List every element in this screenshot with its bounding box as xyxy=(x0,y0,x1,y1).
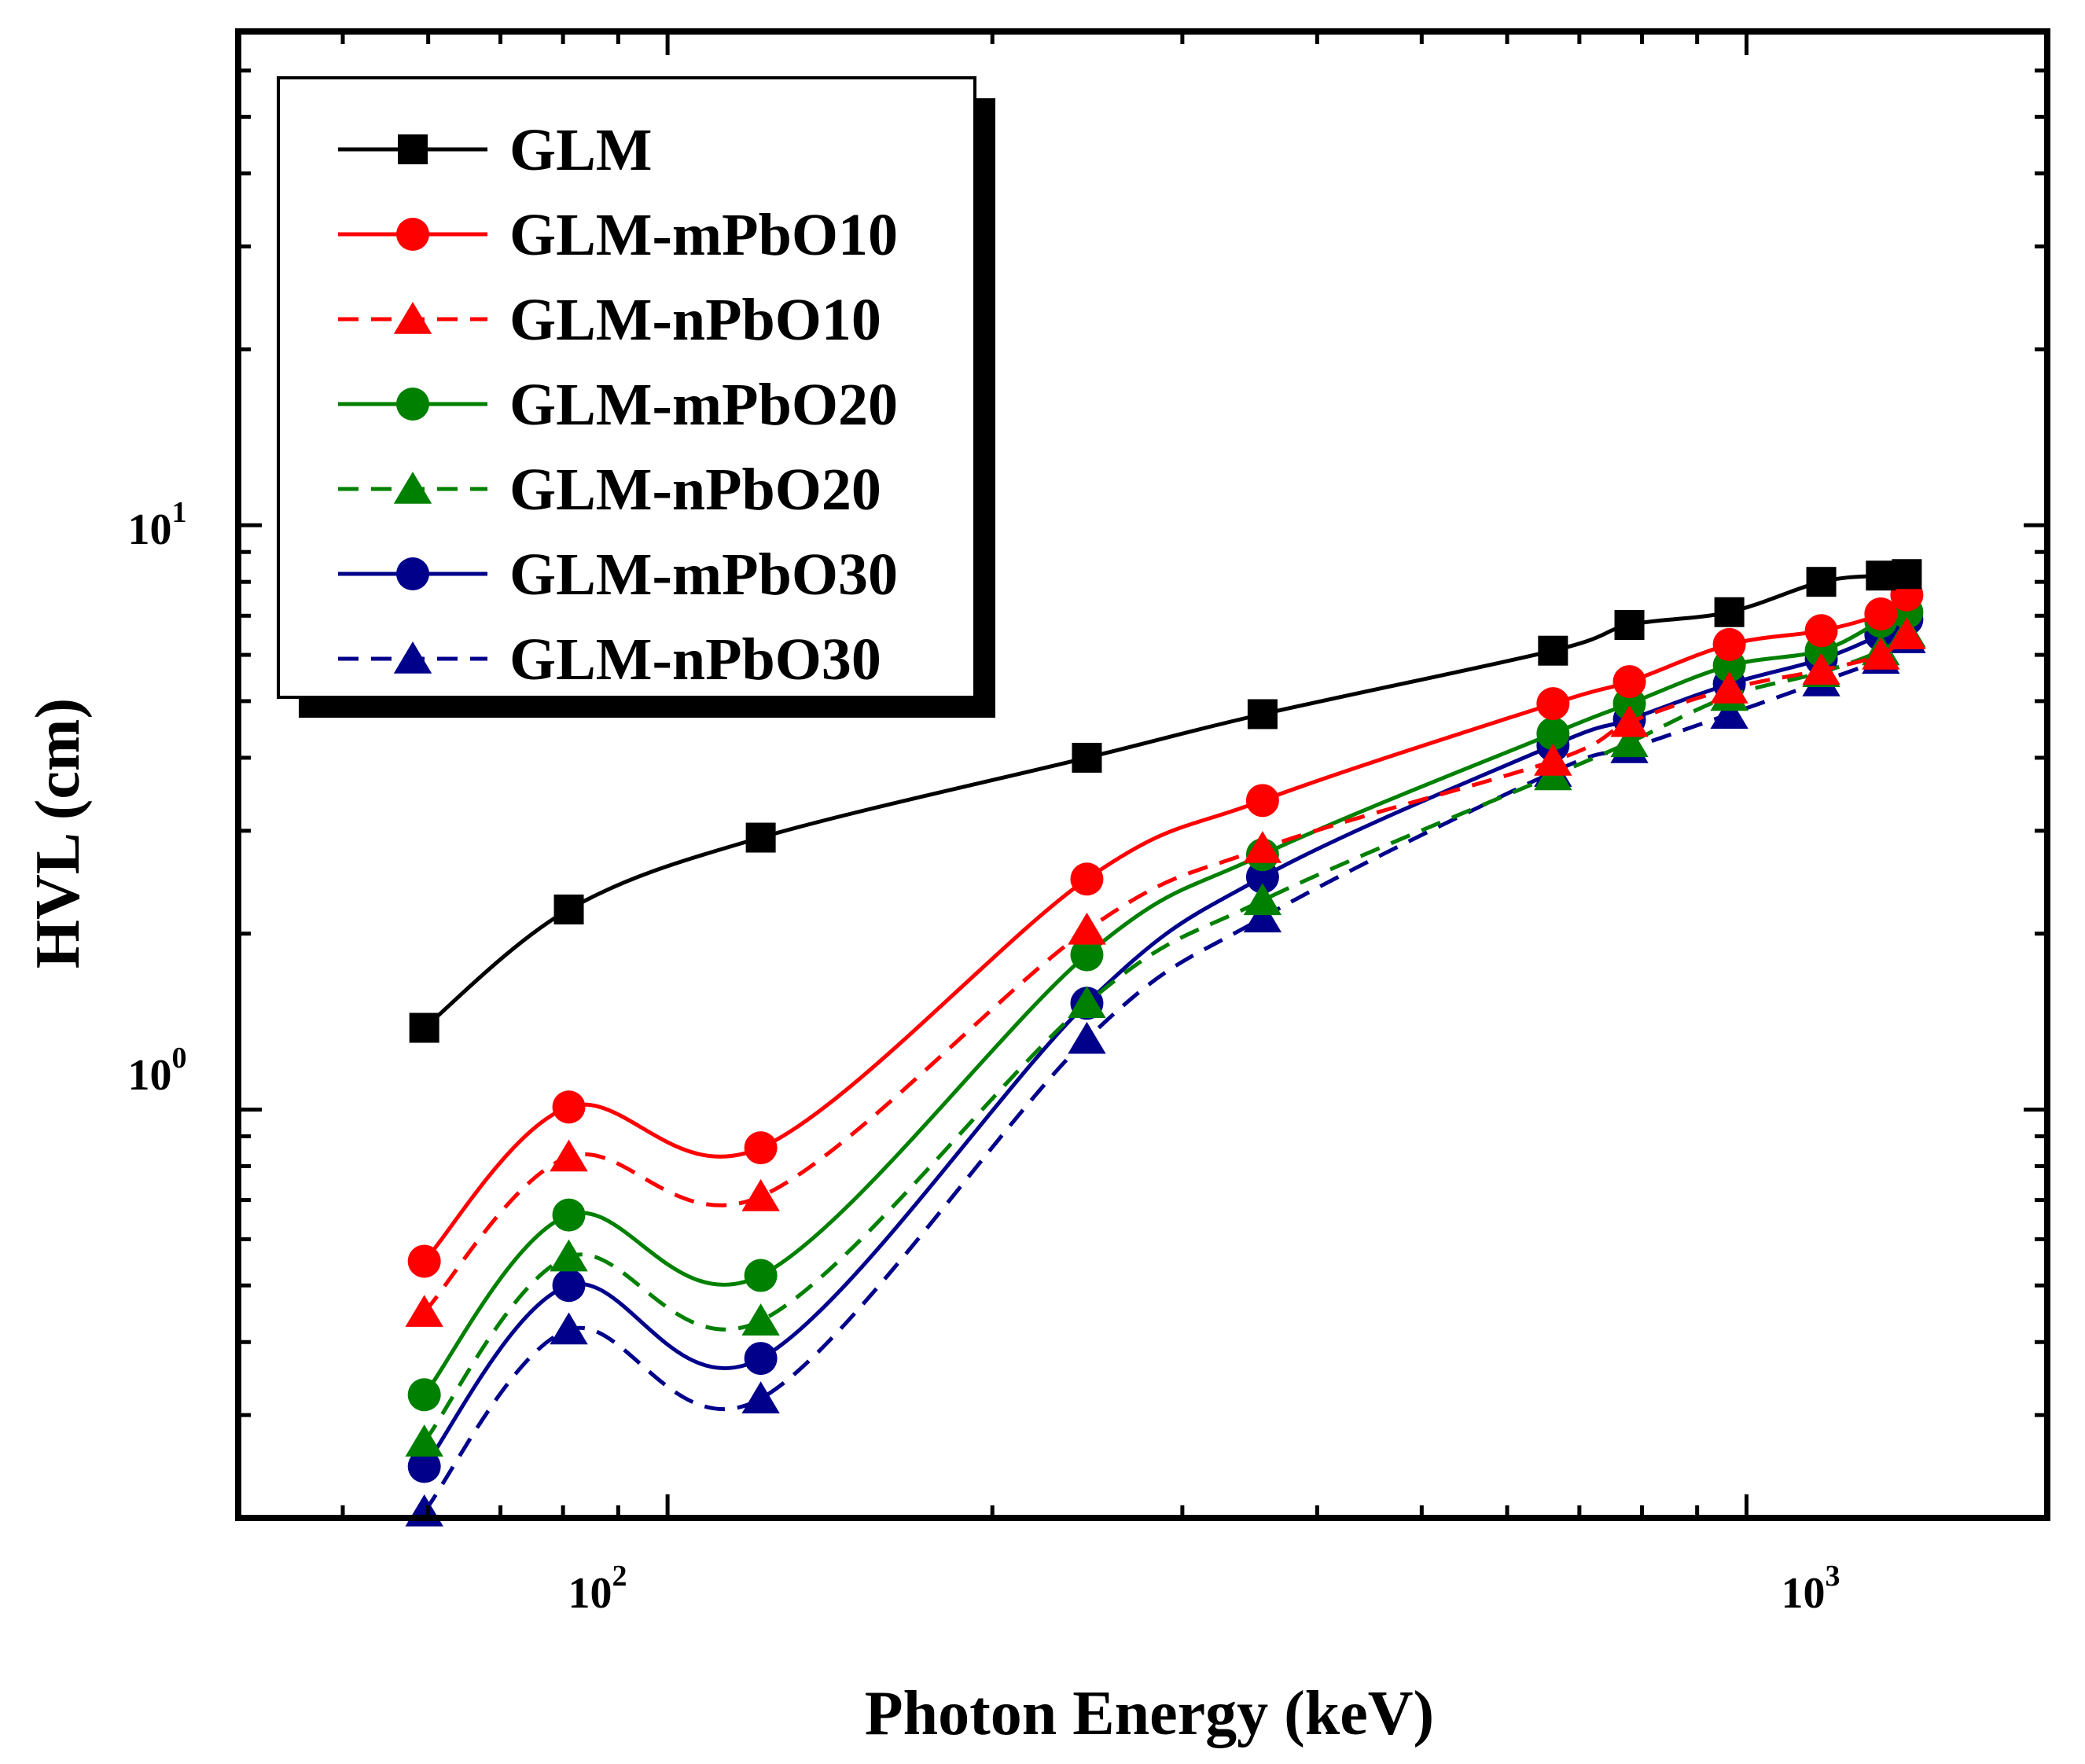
data-point-glm-npbo10 xyxy=(1068,912,1106,945)
x-tick-label-1000: 103 xyxy=(1782,1560,1840,1618)
data-point-glm-mpbo10 xyxy=(744,1131,778,1165)
legend-marker xyxy=(396,388,429,421)
data-point-glm-npbo10 xyxy=(1888,617,1926,649)
legend-marker xyxy=(396,557,429,590)
data-point-glm-npbo10 xyxy=(1610,704,1649,737)
series-glm xyxy=(409,559,1922,1043)
legend-label: GLM-mPbO20 xyxy=(509,372,898,438)
legend-marker xyxy=(393,302,432,334)
data-point-glm-npbo10 xyxy=(1802,652,1840,685)
data-point-glm-mpbo10 xyxy=(1245,784,1279,818)
data-point-glm-mpbo20 xyxy=(1536,717,1570,751)
data-point-glm-npbo30 xyxy=(405,1494,443,1527)
series-layer xyxy=(405,559,1926,1527)
y-tick-label-10: 101 xyxy=(128,496,187,554)
y-tick-label-1: 100 xyxy=(128,1042,187,1100)
data-point-glm xyxy=(1806,567,1837,597)
data-point-glm xyxy=(553,894,584,924)
data-point-glm xyxy=(1866,560,1896,591)
legend-label: GLM-mPbO10 xyxy=(509,202,898,268)
data-point-glm-mpbo10 xyxy=(552,1090,586,1124)
data-point-glm-npbo10 xyxy=(741,1179,780,1211)
legend-label: GLM-nPbO30 xyxy=(509,627,881,693)
legend-marker xyxy=(396,218,429,251)
data-point-glm-mpbo30 xyxy=(552,1269,586,1303)
data-point-glm-mpbo10 xyxy=(1536,687,1570,721)
data-point-glm-npbo30 xyxy=(741,1381,780,1413)
data-point-glm-npbo20 xyxy=(1610,725,1649,758)
legend-label: GLM xyxy=(509,117,653,183)
legend-item-glm: GLM xyxy=(338,117,653,183)
legend-label: GLM-mPbO30 xyxy=(509,542,898,608)
series-line-glm xyxy=(423,571,1907,1030)
series-line-glm-npbo30 xyxy=(422,637,1909,1513)
series-glm-npbo10 xyxy=(405,617,1926,1327)
data-point-glm-mpbo30 xyxy=(744,1342,778,1376)
data-point-glm-mpbo10 xyxy=(1804,614,1838,648)
data-point-glm xyxy=(409,1012,439,1043)
data-point-glm-npbo20 xyxy=(741,1303,780,1336)
data-point-glm-mpbo10 xyxy=(1864,597,1898,631)
series-glm-npbo20 xyxy=(405,615,1926,1457)
legend-marker xyxy=(393,472,432,504)
legend-entries: GLM GLM-mPbO10 GLM-nPbO10 GLM-mPbO20 GLM-nPb… xyxy=(338,117,898,693)
data-point-glm-mpbo10 xyxy=(1612,665,1646,699)
data-point-glm-npbo10 xyxy=(1710,671,1749,704)
data-point-glm xyxy=(745,822,776,853)
x-tick-label-100: 102 xyxy=(568,1560,627,1618)
legend: GLM GLM-mPbO10 GLM-nPbO10 GLM-mPbO20 GLM-nPb… xyxy=(277,76,995,718)
data-point-glm-mpbo10 xyxy=(407,1244,441,1278)
legend-item-glm-npbo30: GLM-nPbO30 xyxy=(338,627,881,693)
legend-item-glm-mpbo30: GLM-mPbO30 xyxy=(338,542,898,608)
legend-item-glm-mpbo20: GLM-mPbO20 xyxy=(338,372,898,438)
data-point-glm-npbo20 xyxy=(1243,883,1282,916)
data-point-glm-npbo10 xyxy=(1534,744,1572,776)
series-glm-mpbo20 xyxy=(407,595,1924,1412)
data-point-glm-npbo10 xyxy=(405,1295,443,1327)
data-point-glm-npbo30 xyxy=(1710,696,1749,729)
data-point-glm-mpbo10 xyxy=(1070,862,1104,896)
x-axis-title: Photon Energy (keV) xyxy=(865,1679,1434,1748)
data-point-glm-npbo10 xyxy=(1243,831,1282,863)
tick-layer xyxy=(236,29,2047,1520)
legend-box xyxy=(277,76,976,699)
legend-item-glm-mpbo10: GLM-mPbO10 xyxy=(338,202,898,268)
y-axis-title: HVL (cm) xyxy=(24,698,93,968)
data-point-glm xyxy=(1538,635,1568,666)
data-point-glm-npbo10 xyxy=(1862,638,1900,670)
legend-item-glm-npbo20: GLM-nPbO20 xyxy=(338,457,881,523)
series-glm-npbo30 xyxy=(405,621,1926,1527)
legend-item-glm-npbo10: GLM-nPbO10 xyxy=(338,287,881,353)
data-point-glm xyxy=(1714,597,1745,627)
data-point-glm xyxy=(1072,742,1102,773)
data-point-glm-npbo20 xyxy=(550,1239,588,1272)
data-point-glm-npbo30 xyxy=(550,1312,588,1345)
data-point-glm xyxy=(1892,559,1922,590)
legend-label: GLM-nPbO10 xyxy=(509,287,881,353)
plot-frame xyxy=(235,28,2050,1521)
data-point-glm-npbo20 xyxy=(1068,986,1106,1018)
series-glm-mpbo30 xyxy=(407,602,1924,1483)
data-point-glm-npbo30 xyxy=(1068,1021,1106,1054)
data-point-glm xyxy=(1614,610,1645,641)
series-line-glm-mpbo30 xyxy=(422,617,1908,1468)
legend-marker xyxy=(398,134,428,164)
data-point-glm-mpbo10 xyxy=(1712,627,1746,661)
legend-label: GLM-nPbO20 xyxy=(509,457,881,523)
legend-marker xyxy=(393,641,432,674)
data-point-glm-mpbo20 xyxy=(407,1378,441,1412)
series-line-glm-npbo20 xyxy=(422,630,1908,1443)
data-point-glm-mpbo20 xyxy=(744,1259,778,1292)
data-point-glm-npbo10 xyxy=(550,1139,588,1172)
data-point-glm-mpbo20 xyxy=(1070,938,1104,972)
series-glm-mpbo10 xyxy=(407,578,1924,1278)
data-point-glm xyxy=(1247,699,1278,729)
data-point-glm-mpbo20 xyxy=(552,1198,586,1232)
data-point-glm-mpbo30 xyxy=(407,1450,441,1483)
data-point-glm-npbo20 xyxy=(405,1424,443,1457)
data-point-glm-npbo30 xyxy=(1243,900,1282,933)
